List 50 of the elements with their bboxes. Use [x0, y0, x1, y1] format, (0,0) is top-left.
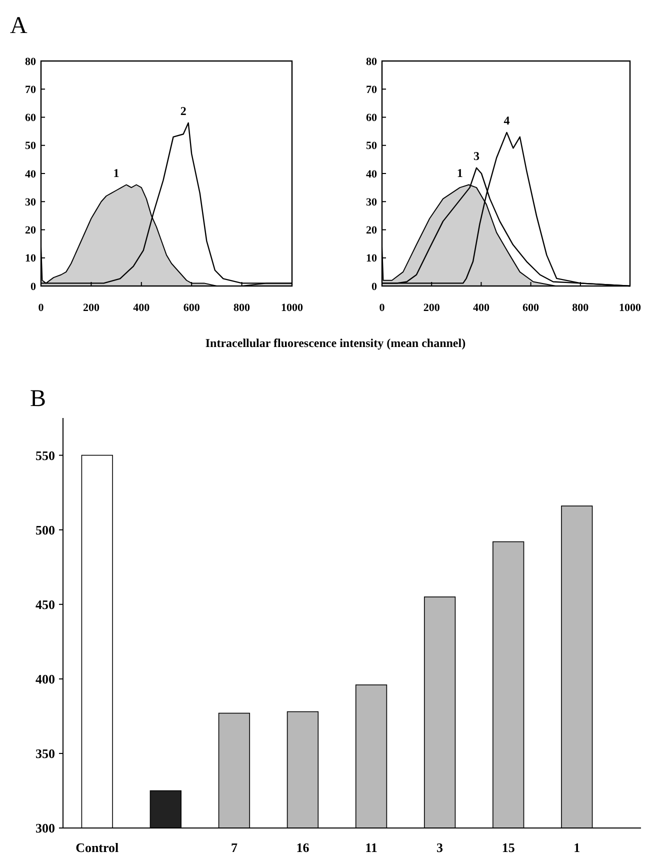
y-tick-label: 300 [36, 820, 55, 836]
series-label: 2 [180, 104, 186, 118]
x-tick-label: Control [76, 840, 120, 855]
x-tick-label: 600 [522, 302, 540, 314]
x-tick-label: 1 [574, 840, 580, 855]
x-tick-label: 400 [472, 302, 490, 314]
x-tick-label: 800 [572, 302, 590, 314]
series-label: 1 [456, 166, 463, 180]
x-axis-title: Intracellular fluorescence intensity (mean channel) [205, 336, 466, 350]
x-tick-label: 7 [230, 840, 238, 855]
y-tick-label: 50 [25, 140, 36, 152]
x-tick-label: 3 [436, 840, 444, 855]
x-tick-label: 200 [423, 302, 440, 314]
y-tick-label: 50 [366, 140, 378, 152]
x-tick-label: 1000 [281, 302, 304, 314]
y-tick-label: 400 [36, 671, 55, 686]
x-tick-label: 1000 [619, 302, 642, 314]
x-tick-label: 0 [379, 302, 386, 314]
y-tick-label: 60 [25, 112, 36, 124]
y-tick-label: 20 [25, 224, 36, 237]
y-tick-label: 0 [372, 280, 378, 293]
x-tick-label: 600 [183, 302, 200, 314]
y-tick-label: 30 [366, 196, 378, 208]
series-label: 1 [113, 166, 120, 180]
y-tick-label: 70 [366, 84, 378, 96]
x-tick-label: 400 [133, 302, 150, 314]
y-tick-label: 80 [366, 56, 378, 68]
y-tick-label: 30 [25, 196, 36, 208]
y-tick-label: 40 [366, 168, 378, 180]
y-tick-label: 40 [25, 168, 36, 180]
y-tick-label: 500 [36, 522, 55, 538]
x-tick-label: 11 [365, 840, 378, 855]
y-tick-label: 450 [36, 596, 55, 612]
text: A [10, 13, 28, 39]
text: B [30, 386, 46, 412]
series-label: 3 [473, 148, 480, 163]
x-tick-label: 800 [234, 302, 251, 314]
y-tick-label: 80 [25, 56, 36, 68]
y-tick-label: 350 [36, 746, 55, 762]
y-tick-label: 550 [36, 448, 55, 463]
y-tick-label: 10 [25, 252, 36, 265]
x-tick-label: 200 [82, 302, 100, 314]
series-label: 4 [504, 113, 510, 128]
y-tick-label: 20 [366, 224, 378, 237]
y-tick-label: 10 [366, 252, 378, 265]
y-tick-label: 0 [30, 280, 36, 293]
y-tick-label: 70 [25, 84, 36, 96]
x-tick-label: 15 [502, 840, 516, 855]
y-tick-label: 60 [366, 112, 378, 124]
x-tick-label: 16 [296, 840, 310, 855]
